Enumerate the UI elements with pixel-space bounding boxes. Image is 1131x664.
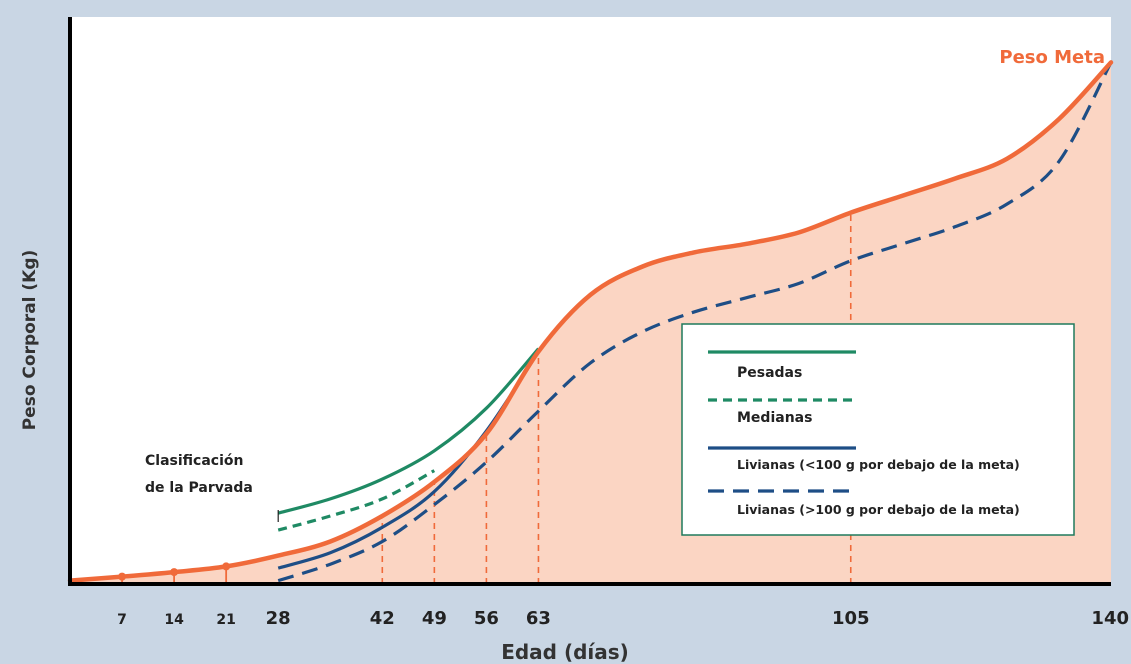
series-line-4: [277, 61, 1113, 583]
x-tick-label-56: 56: [474, 608, 499, 629]
marker-point-7: [118, 572, 127, 581]
marker-point-21: [222, 562, 231, 571]
marker-point-14: [170, 568, 179, 577]
y-axis-title: Peso Corporal (Kg): [20, 250, 40, 431]
legend-box: [681, 323, 1075, 536]
legend: Pesadas Medianas Livianas (<100 g por deba…: [681, 323, 1075, 536]
x-tick-label-105: 105: [832, 608, 870, 629]
labels: Peso Meta Clasificación de la Parvada Ed…: [20, 47, 1105, 664]
series-lines: [67, 60, 1114, 584]
x-axis-title: Edad (días): [501, 640, 629, 664]
x-tick-label-7: 7: [117, 612, 127, 628]
series-line-2: [277, 469, 436, 532]
series-line-1: [277, 347, 540, 515]
grading-label-line2: de la Parvada: [145, 480, 253, 496]
x-tick-label-63: 63: [526, 608, 551, 629]
axes: 7 14 21 28 42 49 56 63 105 140: [68, 17, 1129, 629]
legend-label-3: Livianas (>100 g por debajo de la meta): [737, 502, 1020, 517]
x-tick-label-14: 14: [164, 612, 184, 628]
x-tick-label-140: 140: [1091, 608, 1129, 629]
x-tick-label-42: 42: [370, 608, 395, 629]
target-label: Peso Meta: [999, 47, 1105, 68]
x-tick-label-21: 21: [216, 612, 235, 628]
legend-label-0: Pesadas: [737, 365, 802, 381]
x-tick-label-49: 49: [422, 608, 447, 629]
x-tick-label-28: 28: [266, 608, 291, 629]
series-line-target: [67, 60, 1114, 583]
legend-label-2: Livianas (<100 g por debajo de la meta): [737, 457, 1020, 472]
grading-label-line1: Clasificación: [145, 453, 243, 469]
legend-label-1: Medianas: [737, 410, 812, 426]
